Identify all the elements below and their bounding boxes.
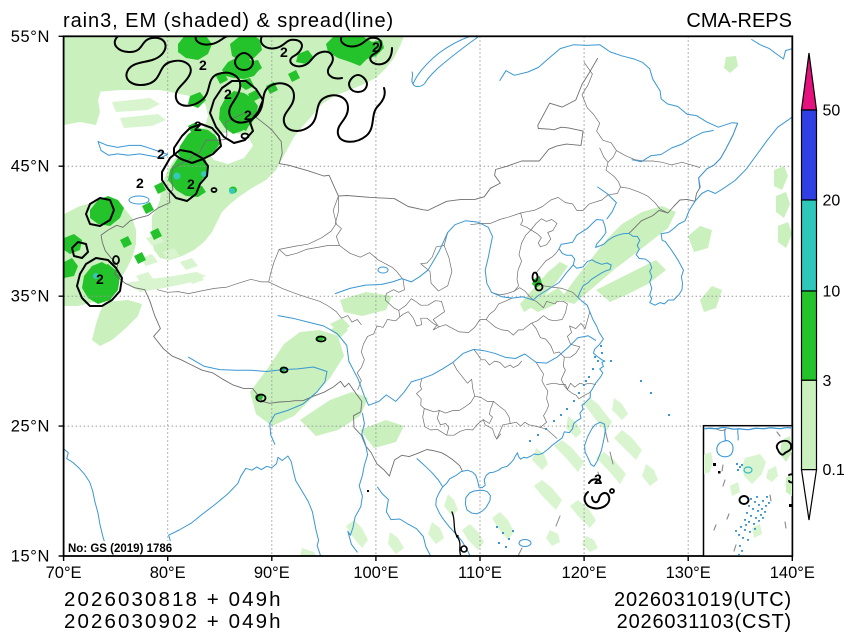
svg-text:90°E: 90°E (254, 564, 290, 582)
svg-text:140°E: 140°E (770, 564, 815, 582)
svg-text:2: 2 (96, 271, 104, 287)
svg-text:45°N: 45°N (11, 158, 50, 176)
svg-text:20: 20 (823, 193, 841, 210)
svg-text:CMA-REPS: CMA-REPS (686, 10, 792, 32)
svg-text:0.1: 0.1 (823, 462, 845, 479)
svg-text:55°N: 55°N (11, 28, 50, 46)
svg-text:2: 2 (244, 107, 252, 123)
svg-text:80°E: 80°E (150, 564, 186, 582)
svg-text:No: GS (2019) 1786: No: GS (2019) 1786 (68, 543, 172, 555)
svg-text:2: 2 (157, 146, 165, 162)
svg-text:3: 3 (823, 373, 832, 390)
svg-text:2026030902 + 049h: 2026030902 + 049h (64, 610, 283, 633)
svg-text:2: 2 (594, 471, 602, 487)
svg-text:50: 50 (823, 103, 841, 120)
svg-text:2: 2 (194, 118, 202, 134)
svg-text:15°N: 15°N (11, 548, 50, 566)
svg-text:2026031019(UTC): 2026031019(UTC) (614, 589, 792, 611)
svg-text:2: 2 (372, 39, 380, 55)
svg-text:120°E: 120°E (562, 564, 607, 582)
svg-text:35°N: 35°N (11, 288, 50, 306)
svg-text:70°E: 70°E (46, 564, 82, 582)
svg-text:10: 10 (823, 284, 841, 301)
svg-text:2026030818 + 049h: 2026030818 + 049h (64, 588, 283, 611)
svg-text:25°N: 25°N (11, 418, 50, 436)
svg-text:2: 2 (199, 57, 207, 73)
svg-text:2: 2 (187, 176, 195, 192)
svg-text:100°E: 100°E (353, 564, 398, 582)
svg-text:2026031103(CST): 2026031103(CST) (617, 611, 792, 633)
svg-text:130°E: 130°E (666, 564, 711, 582)
svg-text:2: 2 (224, 86, 232, 102)
svg-text:rain3, EM (shaded) & spread(li: rain3, EM (shaded) & spread(line) (63, 10, 394, 32)
svg-text:2: 2 (280, 44, 288, 60)
svg-text:110°E: 110°E (458, 564, 502, 582)
svg-text:2: 2 (136, 175, 144, 191)
